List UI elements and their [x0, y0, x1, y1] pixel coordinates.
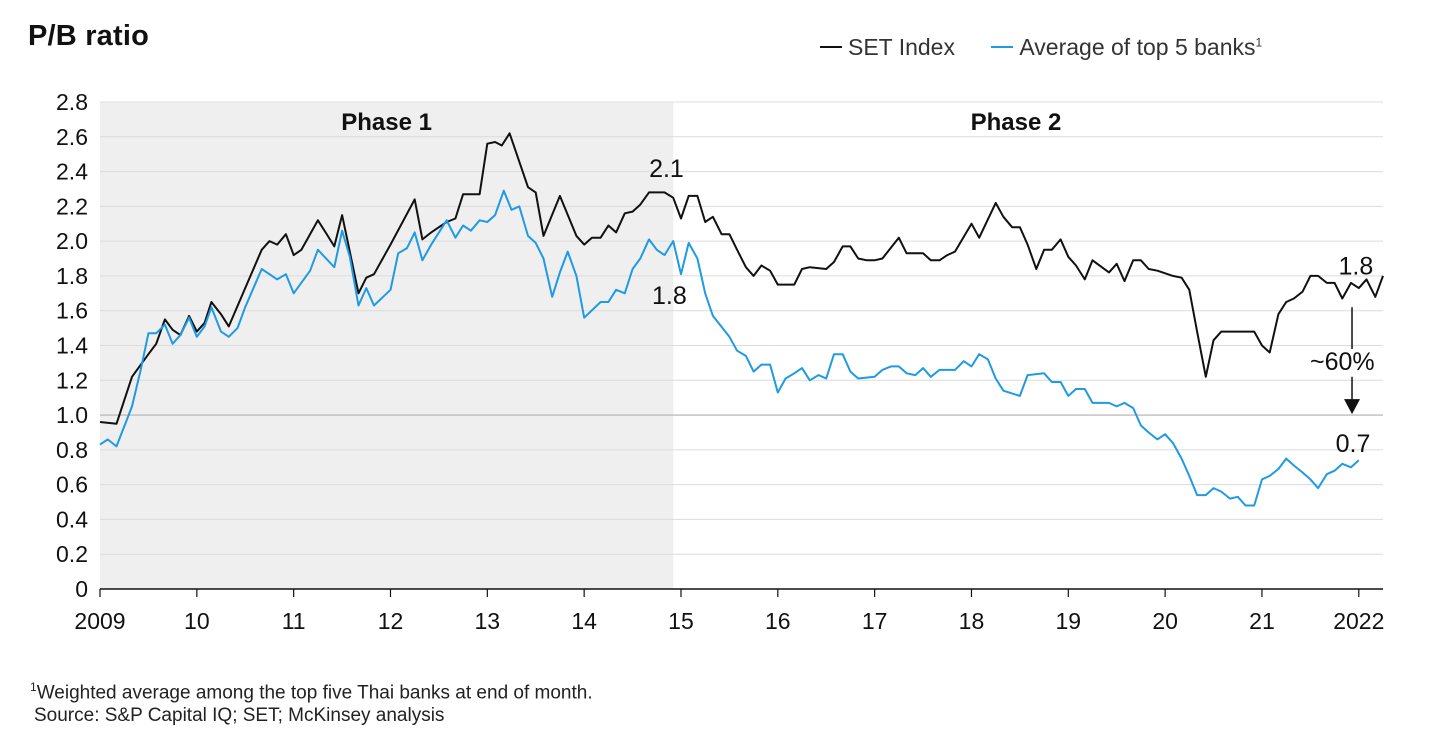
series-line-set-index — [99, 132, 1384, 425]
data-annotation: 1.8 — [652, 282, 687, 310]
x-tick-label: 17 — [862, 608, 888, 634]
legend-swatch-set — [820, 45, 842, 48]
x-tick-label: 21 — [1249, 608, 1275, 634]
x-tick-label: 10 — [184, 608, 210, 634]
footnote-text: Weighted average among the top five Thai… — [36, 682, 593, 704]
y-tick-label: 1.0 — [56, 402, 88, 428]
legend-footnote-marker: 1 — [1255, 35, 1263, 50]
data-annotation: ~60% — [1310, 348, 1375, 376]
series-line-top-5-banks — [99, 189, 1360, 507]
y-tick-label: 0 — [75, 576, 88, 602]
data-annotation: 1.8 — [1339, 252, 1374, 280]
legend-label-set: SET Index — [848, 34, 955, 60]
y-tick-label: 2.6 — [56, 124, 88, 150]
x-tick-label: 18 — [959, 608, 985, 634]
y-tick-label: 0.8 — [56, 437, 88, 463]
y-tick-label: 2.0 — [56, 228, 88, 254]
footnote-marker: 1 — [30, 680, 37, 694]
legend-item-banks: Average of top 5 banks1 — [991, 34, 1262, 61]
y-tick-label: 2.8 — [56, 89, 88, 115]
data-annotation: 0.7 — [1336, 430, 1371, 458]
y-tick-label: 0.6 — [56, 472, 88, 498]
footnote: 1Weighted average among the top five Tha… — [30, 676, 593, 727]
x-tick-label: 14 — [571, 608, 597, 634]
data-annotation: 2.1 — [649, 155, 684, 183]
x-tick-label: 12 — [378, 608, 404, 634]
y-tick-label: 0.2 — [56, 541, 88, 567]
phase-label-2: Phase 2 — [971, 109, 1062, 136]
y-tick-label: 1.8 — [56, 263, 88, 289]
footnote-line-1: 1Weighted average among the top five Tha… — [30, 676, 593, 704]
x-tick-label: 15 — [668, 608, 694, 634]
legend-swatch-banks — [991, 45, 1014, 48]
phase-label-1: Phase 1 — [341, 109, 432, 136]
y-tick-label: 0.4 — [56, 506, 88, 532]
x-tick-label: 13 — [475, 608, 501, 634]
x-tick-label: 20 — [1152, 608, 1178, 634]
legend: SET Index Average of top 5 banks1 — [820, 34, 1292, 61]
y-tick-label: 1.2 — [56, 367, 88, 393]
x-tick-label: 2022 — [1333, 608, 1384, 634]
legend-item-set: SET Index — [820, 34, 955, 61]
legend-label-banks: Average of top 5 banks — [1019, 34, 1256, 60]
y-tick-label: 1.6 — [56, 298, 88, 324]
y-tick-label: 1.4 — [56, 333, 88, 359]
x-tick-label: 19 — [1056, 608, 1082, 634]
change-arrow-head — [1344, 399, 1361, 415]
source-note: Source: S&P Capital IQ; SET; McKinsey an… — [34, 705, 445, 727]
chart-title: P/B ratio — [28, 20, 150, 52]
x-tick-label: 2009 — [74, 608, 125, 634]
x-tick-label: 16 — [765, 608, 791, 634]
y-tick-label: 2.4 — [56, 159, 88, 185]
x-tick-label: 11 — [282, 608, 306, 634]
y-tick-label: 2.2 — [56, 193, 88, 219]
